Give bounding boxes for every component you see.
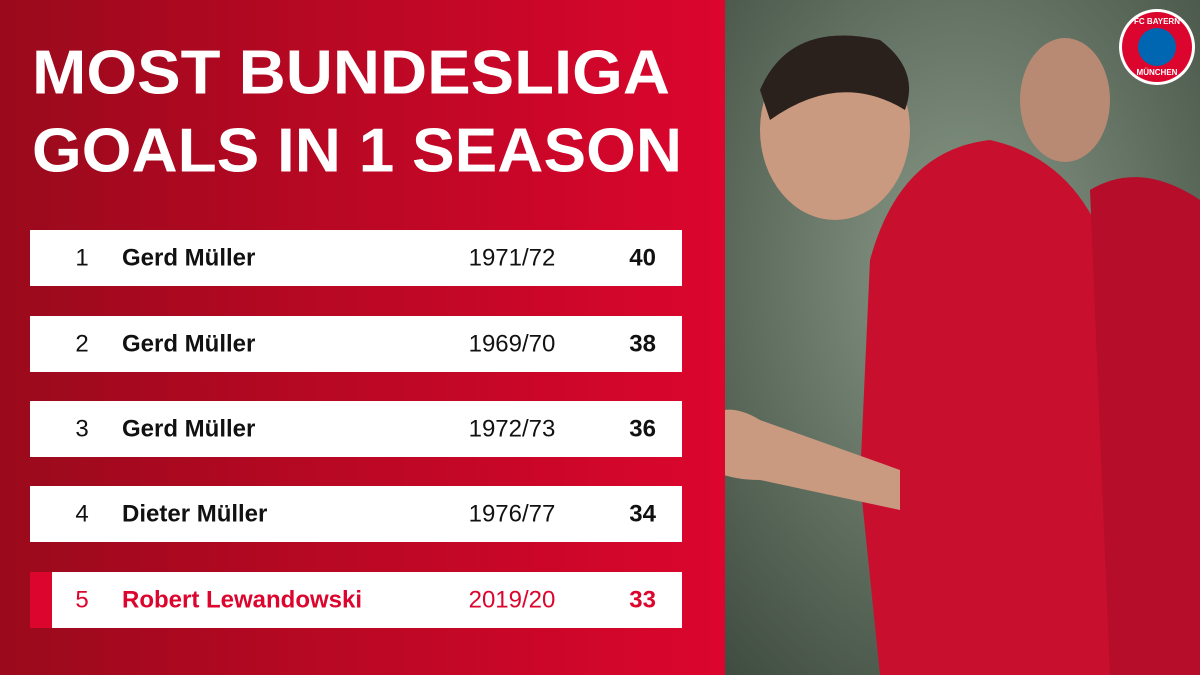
rank: 4 (75, 500, 88, 527)
row (30, 401, 682, 457)
goals: 34 (629, 500, 656, 527)
season: 2019/20 (469, 586, 556, 613)
goals: 40 (629, 244, 656, 271)
goals: 33 (629, 586, 656, 613)
season: 1971/72 (469, 244, 556, 271)
goals: 36 (629, 415, 656, 442)
rank: 1 (75, 244, 88, 271)
season: 1976/77 (469, 500, 556, 527)
title: GOALS IN 1 SEASON (32, 116, 682, 185)
logo-text: MÜNCHEN (1137, 68, 1178, 77)
rank: 2 (75, 330, 88, 357)
teammate-head (1020, 38, 1110, 162)
logo-center (1138, 28, 1176, 66)
season: 1972/73 (469, 415, 556, 442)
goals: 38 (629, 330, 656, 357)
title: MOST BUNDESLIGA (32, 38, 670, 107)
logo-text: FC BAYERN (1134, 17, 1180, 26)
row (30, 230, 682, 286)
player-name: Gerd Müller (122, 244, 255, 271)
player-hair (760, 35, 910, 120)
player-name: Dieter Müller (122, 500, 267, 527)
season: 1969/70 (469, 330, 556, 357)
table: 1 Gerd Müller 1971/72 40 2 Gerd Müller 1969/70… (30, 230, 682, 628)
rank: 3 (75, 415, 88, 442)
player-name: Gerd Müller (122, 330, 255, 357)
highlight-bar (30, 572, 52, 628)
teammate-shirt (1090, 177, 1200, 675)
player-shirt (860, 140, 1170, 675)
row (52, 572, 682, 628)
player-name: Robert Lewandowski (122, 586, 362, 613)
row (30, 316, 682, 372)
rank: 5 (75, 586, 88, 613)
player-arm (690, 409, 900, 510)
row (30, 486, 682, 542)
player-name: Gerd Müller (122, 415, 255, 442)
